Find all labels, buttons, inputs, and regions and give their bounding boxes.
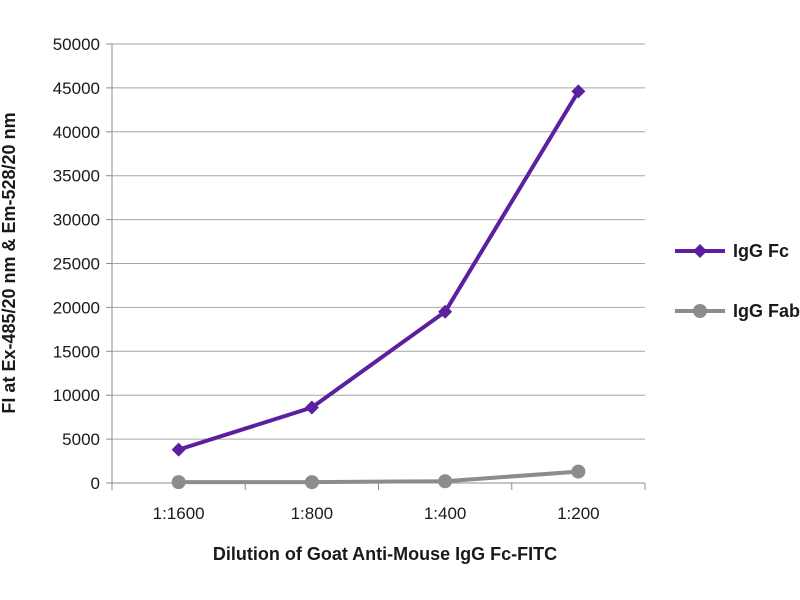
series-igg-fc — [171, 84, 586, 457]
y-tick-label: 50000 — [53, 35, 100, 54]
x-axis-title: Dilution of Goat Anti-Mouse IgG Fc-FITC — [213, 544, 557, 564]
legend-item: IgG Fc — [675, 241, 789, 261]
legend-item: IgG Fab — [675, 301, 800, 321]
y-tick-label: 0 — [91, 474, 100, 493]
x-tick-labels: 1:1600 1:800 1:400 1:200 — [153, 504, 600, 523]
y-tick-label: 5000 — [62, 430, 100, 449]
data-point — [571, 464, 586, 479]
data-point — [304, 475, 319, 490]
y-tick-label: 35000 — [53, 167, 100, 186]
data-point — [171, 442, 186, 457]
y-tick-label: 20000 — [53, 298, 100, 317]
x-tick-label: 1:1600 — [153, 504, 205, 523]
legend: IgG Fc IgG Fab — [675, 241, 800, 321]
series-line — [176, 469, 581, 485]
y-tick-label: 15000 — [53, 342, 100, 361]
legend-marker — [693, 304, 707, 318]
data-point — [438, 304, 453, 319]
x-tick-label: 1:800 — [291, 504, 334, 523]
series-line — [176, 89, 581, 452]
y-tick-label: 30000 — [53, 211, 100, 230]
data-point — [171, 475, 186, 490]
data-point — [304, 400, 319, 415]
series-igg-fab — [171, 464, 586, 490]
series — [171, 84, 586, 490]
data-point — [438, 474, 453, 489]
y-tick-labels: 0 5000 10000 15000 20000 25000 30000 35000 40000… — [53, 35, 100, 493]
legend-label: IgG Fab — [733, 301, 800, 321]
gridlines — [112, 43, 645, 440]
legend-marker — [693, 244, 707, 258]
y-tick-label: 40000 — [53, 123, 100, 142]
y-tick-label: 25000 — [53, 255, 100, 274]
y-tick-label: 45000 — [53, 79, 100, 98]
y-axis-title: FI at Ex-485/20 nm & Em-528/20 nm — [0, 112, 19, 413]
x-tick-label: 1:200 — [557, 504, 600, 523]
data-point — [571, 84, 586, 99]
y-tick-label: 10000 — [53, 386, 100, 405]
x-tick-label: 1:400 — [424, 504, 467, 523]
legend-label: IgG Fc — [733, 241, 789, 261]
axes — [106, 43, 646, 490]
